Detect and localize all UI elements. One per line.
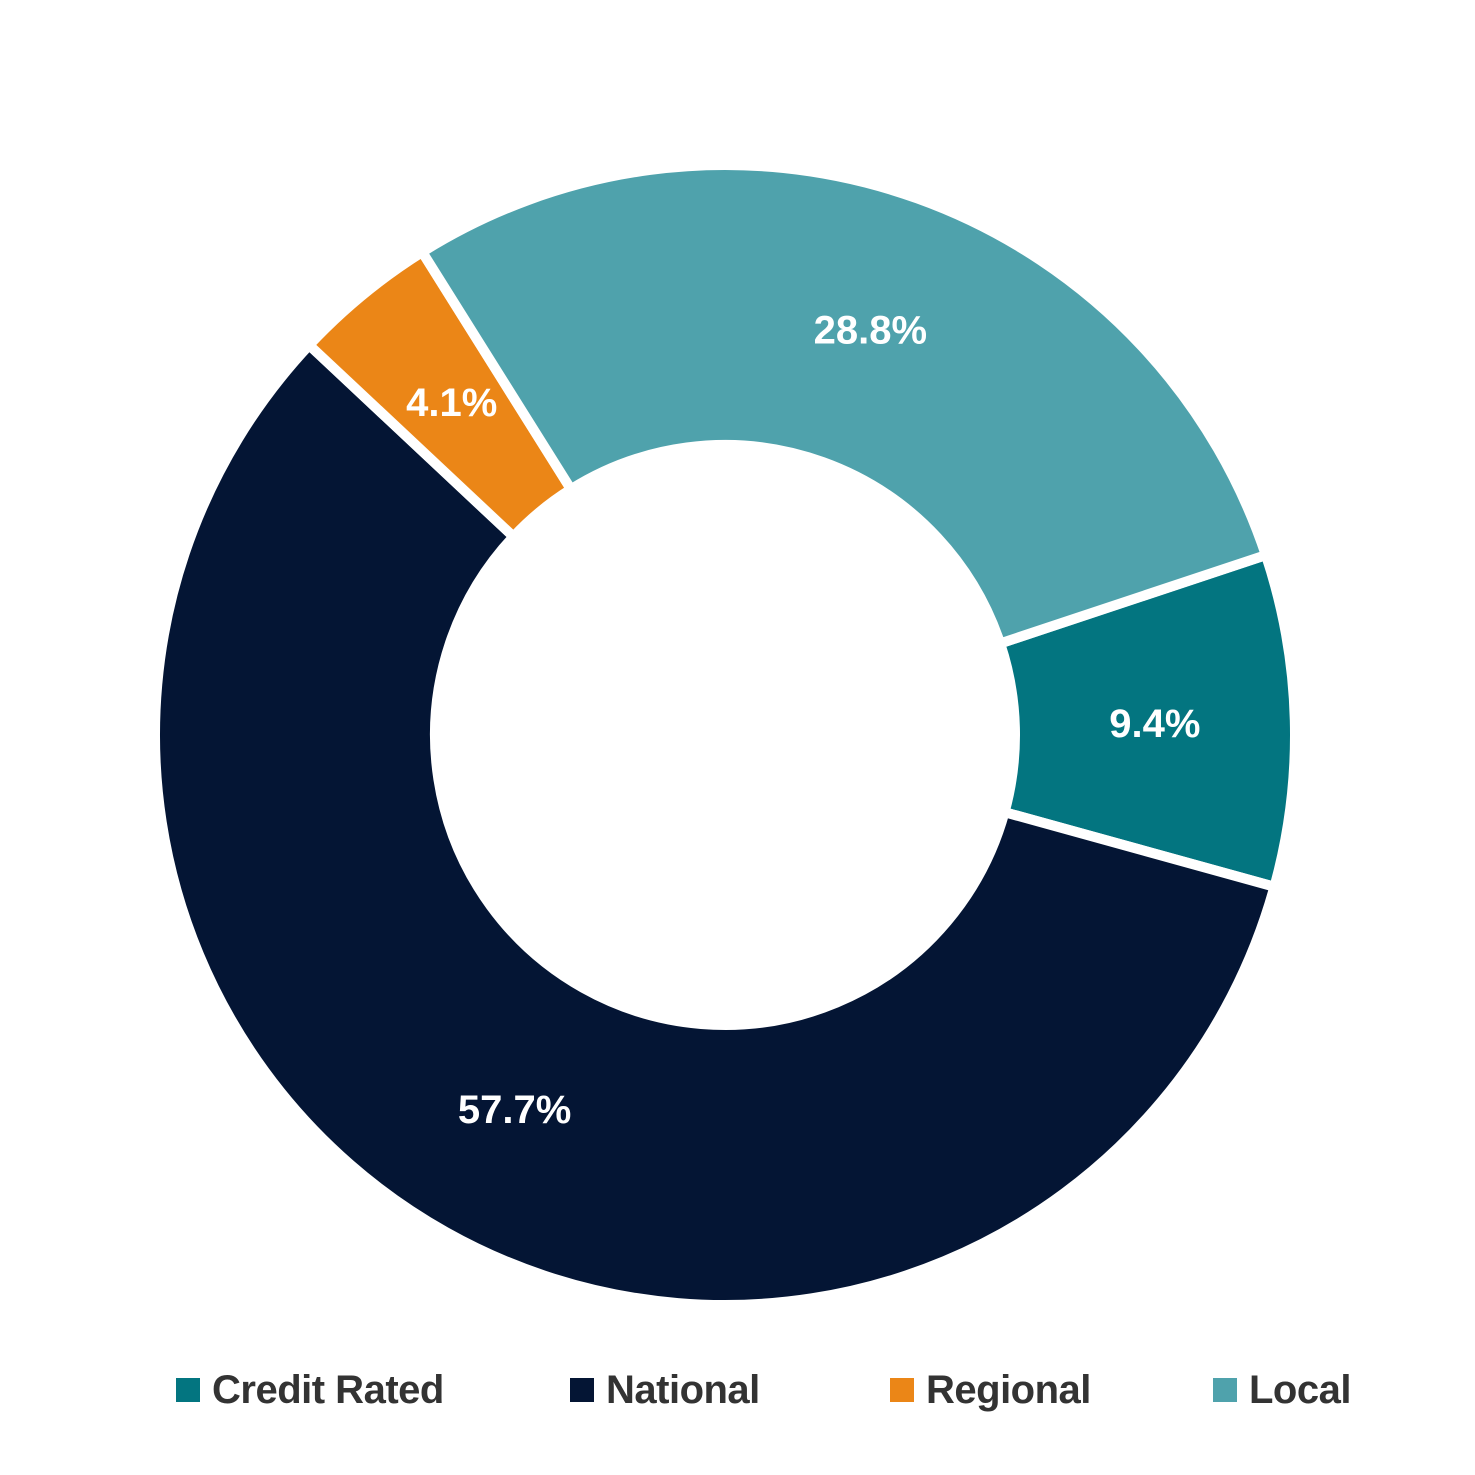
donut-slices	[150, 160, 1300, 1310]
legend-label-national: National	[606, 1367, 760, 1412]
legend-item-national: National	[570, 1360, 760, 1420]
legend-swatch-regional	[890, 1378, 914, 1402]
legend-item-credit-rated: Credit Rated	[176, 1360, 444, 1420]
slice-national	[150, 338, 1281, 1310]
legend-label-credit-rated: Credit Rated	[212, 1367, 444, 1412]
chart-legend: Credit Rated National Regional Local	[0, 1360, 1475, 1420]
legend-label-local: Local	[1249, 1367, 1351, 1412]
slice-local	[415, 160, 1273, 650]
slice-label-local: 28.8%	[814, 308, 927, 352]
slice-label-credit-rated: 9.4%	[1109, 702, 1200, 746]
slice-label-national: 57.7%	[458, 1088, 571, 1132]
legend-label-regional: Regional	[926, 1367, 1091, 1412]
legend-swatch-national	[570, 1378, 594, 1402]
slice-labels: 9.4% 57.7% 4.1% 28.8%	[406, 308, 1200, 1132]
legend-swatch-local	[1213, 1378, 1237, 1402]
legend-swatch-credit-rated	[176, 1378, 200, 1402]
legend-item-regional: Regional	[890, 1360, 1091, 1420]
legend-item-local: Local	[1213, 1360, 1351, 1420]
slice-label-regional: 4.1%	[406, 381, 497, 425]
